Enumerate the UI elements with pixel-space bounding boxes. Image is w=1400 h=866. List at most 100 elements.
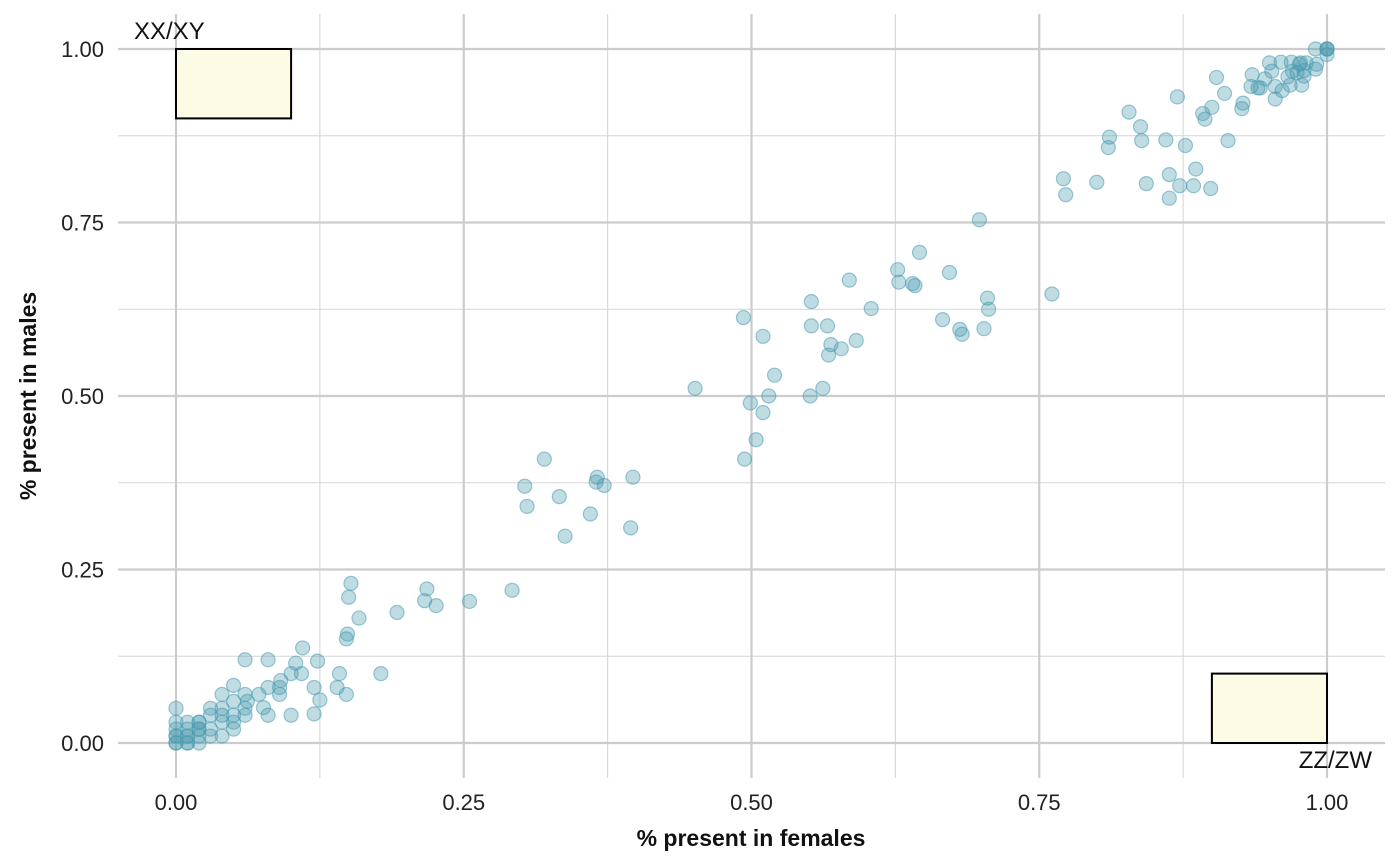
data-point [237,652,253,668]
data-point [1220,133,1236,149]
y-tick-label: 0.25 [61,558,104,583]
data-point [419,581,435,597]
annotation-box-zz-zw [1210,672,1329,744]
data-point [833,341,849,357]
data-point [283,707,299,723]
data-point [309,653,326,669]
data-point [1188,161,1204,177]
data-point [905,275,921,292]
data-point [428,597,444,614]
data-point [1203,180,1219,197]
y-axis-title: % present in males [15,292,41,500]
data-point [517,478,533,494]
data-point [202,700,219,716]
data-point [351,610,367,626]
y-tick-label: 0.50 [61,384,104,409]
data-point [596,477,612,494]
data-point [863,300,879,317]
data-point [1244,67,1260,83]
x-axis-tick-labels: 0.00 0.25 0.50 0.75 1.00 [155,790,1349,815]
data-point [1307,61,1324,77]
data-point [848,332,864,349]
data-point [1138,176,1154,192]
data-point [819,318,836,334]
data-point [802,388,818,404]
annotation-box-xx-xy [175,48,293,120]
data-point [1172,178,1188,194]
data-point [1319,41,1335,57]
data-point [841,272,857,288]
data-point [338,631,354,647]
data-point [911,244,928,260]
data-point [1158,132,1174,148]
data-point [338,686,354,703]
data-point [389,604,405,621]
y-axis-tick-labels: 0.00 0.25 0.50 0.75 1.00 [61,37,104,756]
data-point [1274,83,1290,99]
x-tick-label: 0.25 [442,790,485,815]
data-point [225,677,242,693]
y-tick-label: 0.00 [61,731,104,756]
data-point [971,212,987,228]
data-point [976,321,992,337]
data-point [1044,286,1060,302]
data-point [1161,167,1177,183]
data-point [890,262,906,278]
annotation-label: XX/XY [134,18,205,45]
data-point [306,706,322,722]
data-point [761,388,777,404]
data-point [504,582,520,598]
data-point [1185,178,1202,194]
data-point [1319,46,1335,63]
data-point [1169,89,1185,105]
data-point [755,328,771,344]
data-point [803,318,819,334]
data-point [891,274,907,290]
data-point [1208,69,1225,86]
data-point [1089,174,1105,190]
x-axis-title: % present in females [637,825,866,851]
data-point [461,593,478,610]
data-point [179,714,196,730]
data-point [295,640,311,656]
data-point [373,665,389,682]
data-point [582,506,598,522]
annotation-boxes: XX/XY ZZ/ZW [134,18,1372,774]
data-point [239,693,255,709]
data-point [1132,119,1149,135]
data-point [214,686,230,703]
data-point [191,714,207,730]
data-point [941,264,958,281]
data-point [551,489,567,505]
data-point [255,700,272,716]
data-point [687,380,703,396]
data-point [1309,56,1325,72]
data-point [1197,111,1213,127]
data-point [748,432,764,448]
data-point [557,528,573,544]
data-point [341,589,357,605]
data-point [536,451,552,467]
data-point [954,326,970,342]
data-point [588,474,604,490]
data-point [1101,129,1118,145]
data-point [331,665,348,682]
data-point [273,672,289,689]
y-tick-label: 0.75 [61,211,104,236]
data-point [306,679,322,696]
data-point [907,278,923,294]
annotation-label: ZZ/ZW [1299,747,1373,774]
y-tick-label: 1.00 [61,37,104,62]
data-point [623,520,639,536]
data-point [1235,95,1251,111]
data-point [260,707,276,723]
data-point [260,652,276,668]
data-point [168,700,184,716]
data-point [1134,133,1150,149]
data-point [1216,85,1233,102]
data-point [736,451,753,467]
data-point [766,367,783,383]
data-point [755,405,771,421]
data-point [312,692,328,708]
